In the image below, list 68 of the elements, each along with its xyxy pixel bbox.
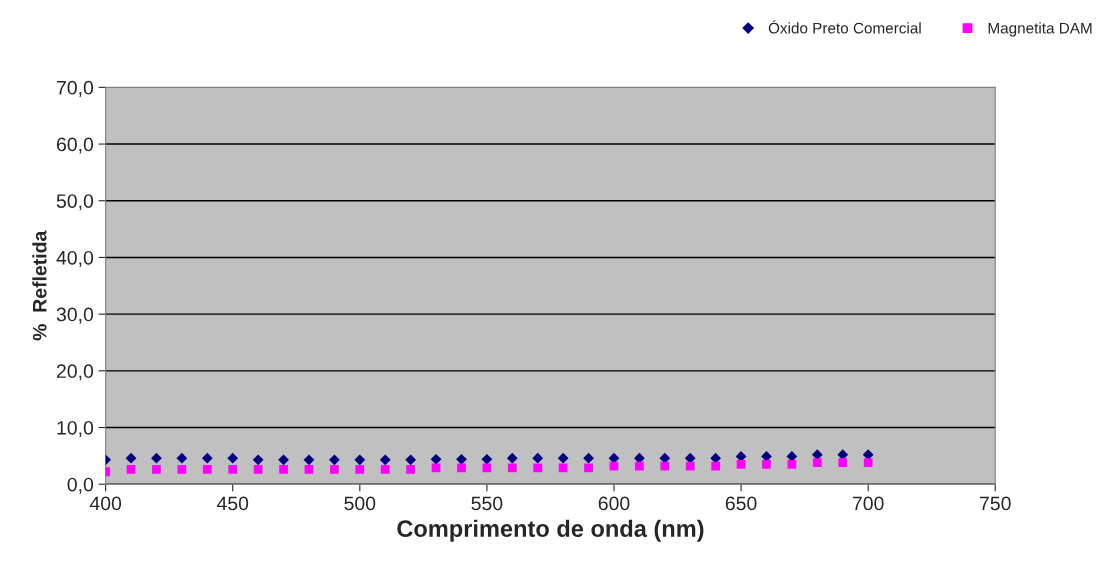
point <box>430 453 442 465</box>
point <box>227 452 239 464</box>
point <box>457 463 466 473</box>
point <box>355 465 365 474</box>
point <box>557 452 569 464</box>
point <box>482 463 492 473</box>
point <box>736 459 746 469</box>
x-axis-title: Comprimento de onda (nm) <box>397 519 704 542</box>
x-tick-label: 500 <box>344 496 376 511</box>
x-tick-label: 650 <box>725 496 757 511</box>
y-tick-label: 50,0 <box>56 194 94 211</box>
point <box>431 463 441 473</box>
point <box>711 461 721 471</box>
point <box>583 452 594 464</box>
point <box>456 453 467 465</box>
point <box>380 465 390 474</box>
point <box>660 461 670 471</box>
point <box>330 465 339 474</box>
point <box>126 465 136 474</box>
legend-label: Magnetita DAM <box>988 22 1092 37</box>
point <box>533 463 543 473</box>
point <box>379 454 391 466</box>
point <box>278 454 289 466</box>
point <box>252 454 264 466</box>
point <box>176 452 188 464</box>
point <box>863 458 873 468</box>
point <box>151 452 162 464</box>
point <box>253 465 263 474</box>
y-tick-label: 40,0 <box>56 250 94 267</box>
point <box>201 452 213 464</box>
point <box>506 452 518 464</box>
point <box>228 465 238 474</box>
y-axis-title: % Refletida <box>32 230 47 341</box>
point <box>507 463 517 473</box>
legend-label: Óxido Preto Comercial <box>768 20 921 34</box>
point <box>558 463 568 473</box>
point <box>635 461 644 471</box>
y-tick-label: 60,0 <box>56 137 94 154</box>
y-tick-label: 0,0 <box>67 477 94 494</box>
y-tick-label: 70,0 <box>56 80 94 97</box>
y-tick-label: 10,0 <box>57 420 94 438</box>
point <box>303 454 315 466</box>
point <box>279 465 288 474</box>
y-tick-label: 20,0 <box>56 364 94 381</box>
point <box>787 459 797 469</box>
x-tick-label: 700 <box>852 496 884 511</box>
point <box>354 454 366 466</box>
x-tick-label: 450 <box>216 496 249 511</box>
point <box>584 463 593 473</box>
point <box>177 465 187 474</box>
point <box>152 465 161 474</box>
x-tick-label: 750 <box>980 496 1011 511</box>
point <box>202 465 212 474</box>
point <box>532 452 544 464</box>
x-tick-label: 400 <box>89 496 122 511</box>
y-tick-label: 30,0 <box>56 307 94 324</box>
point <box>685 461 695 471</box>
x-tick-label: 550 <box>471 496 503 511</box>
point <box>329 454 340 466</box>
point <box>812 458 822 468</box>
point <box>405 454 417 466</box>
point <box>481 453 493 465</box>
x-tick-label: 600 <box>598 496 630 511</box>
point <box>125 452 137 464</box>
point <box>406 465 416 474</box>
point <box>762 459 771 469</box>
point <box>838 458 848 468</box>
point <box>304 465 314 474</box>
